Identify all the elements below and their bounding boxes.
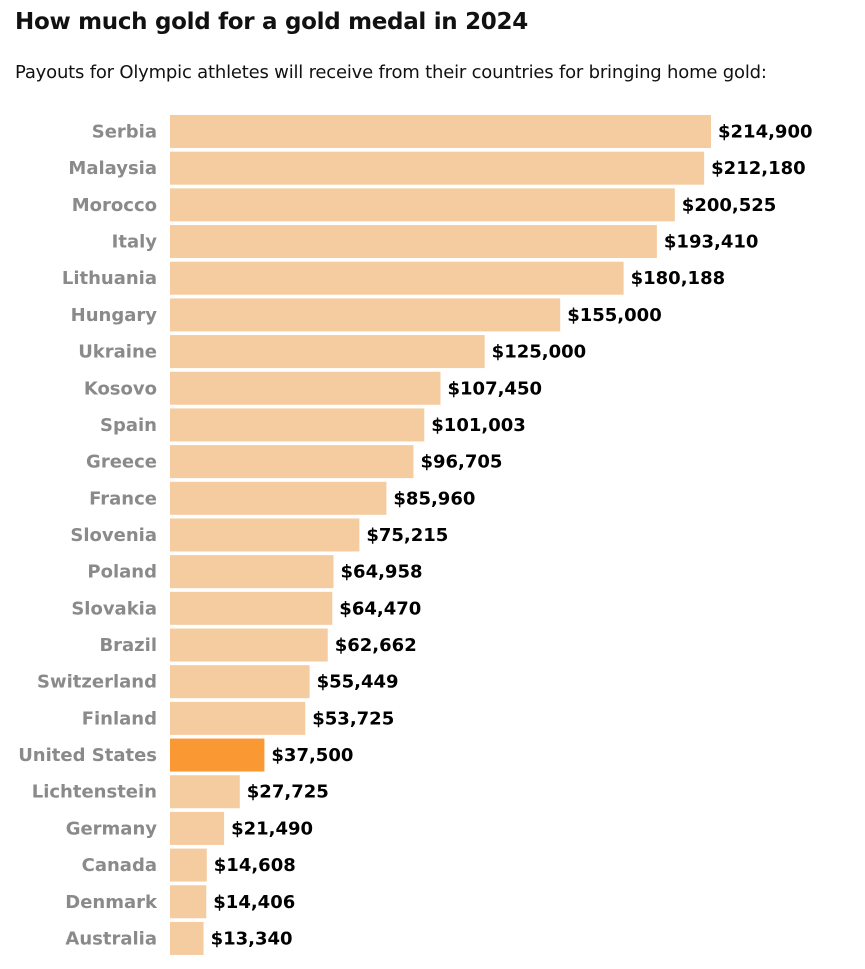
data-label: $14,608 <box>214 855 296 876</box>
data-label: $200,525 <box>682 195 777 216</box>
data-label: $101,003 <box>431 415 526 436</box>
data-label: $193,410 <box>664 232 759 253</box>
data-label: $14,406 <box>213 892 295 913</box>
bar <box>170 115 711 148</box>
category-label: Slovakia <box>71 598 157 619</box>
data-label: $62,662 <box>335 635 417 656</box>
bar <box>170 738 265 772</box>
category-label: Greece <box>86 452 157 473</box>
category-label: Finland <box>82 708 157 729</box>
data-label: $125,000 <box>492 342 587 363</box>
data-label: $37,500 <box>271 745 353 766</box>
bar <box>170 335 485 369</box>
category-label: Morocco <box>72 195 157 216</box>
bar <box>170 225 657 259</box>
bar <box>170 445 414 479</box>
bar <box>170 261 624 295</box>
category-label: Slovenia <box>70 525 157 546</box>
bar <box>170 188 675 222</box>
bar <box>170 628 328 662</box>
category-label: Kosovo <box>84 378 157 399</box>
data-label: $212,180 <box>711 158 806 179</box>
bar <box>170 701 306 735</box>
bar <box>170 665 310 699</box>
category-label: Australia <box>65 928 157 949</box>
category-label: United States <box>18 745 157 766</box>
category-label: Canada <box>82 855 157 876</box>
bar <box>170 811 225 845</box>
bar <box>170 408 425 442</box>
bar <box>170 885 207 919</box>
data-label: $85,960 <box>393 488 475 509</box>
data-label: $64,470 <box>339 598 421 619</box>
bar <box>170 151 705 185</box>
chart-subtitle: Payouts for Olympic athletes will receiv… <box>15 62 767 83</box>
chart-title: How much gold for a gold medal in 2024 <box>15 9 528 35</box>
bar <box>170 371 441 405</box>
category-label: Ukraine <box>78 342 157 363</box>
data-label: $27,725 <box>247 782 329 803</box>
data-label: $55,449 <box>317 672 399 693</box>
data-label: $21,490 <box>231 818 313 839</box>
bar <box>170 921 204 955</box>
category-label: Italy <box>112 232 158 253</box>
category-label: Denmark <box>65 892 158 913</box>
category-label: Lichtenstein <box>32 782 157 803</box>
data-label: $64,958 <box>341 562 423 583</box>
data-label: $53,725 <box>312 708 394 729</box>
category-label: Spain <box>100 415 157 436</box>
category-label: Brazil <box>99 635 157 656</box>
category-label: Switzerland <box>37 672 157 693</box>
category-label: Serbia <box>92 122 157 143</box>
bar <box>170 848 207 882</box>
data-label: $214,900 <box>718 122 813 143</box>
data-label: $180,188 <box>631 268 726 289</box>
category-label: Germany <box>66 818 158 839</box>
bar <box>170 555 334 589</box>
data-label: $96,705 <box>420 452 502 473</box>
category-label: France <box>89 488 157 509</box>
data-label: $107,450 <box>448 378 543 399</box>
category-label: Poland <box>87 562 157 583</box>
bar <box>170 591 333 625</box>
category-label: Lithuania <box>62 268 157 289</box>
bar <box>170 775 240 809</box>
data-label: $13,340 <box>211 928 293 949</box>
bar <box>170 481 387 515</box>
bar <box>170 298 561 332</box>
data-label: $75,215 <box>366 525 448 546</box>
category-label: Hungary <box>71 305 158 326</box>
data-label: $155,000 <box>567 305 662 326</box>
category-label: Malaysia <box>68 158 157 179</box>
bar <box>170 518 360 552</box>
